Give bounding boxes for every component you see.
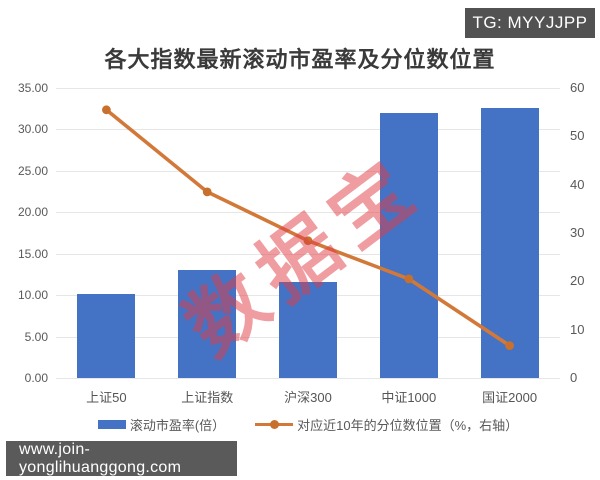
right-axis-tick-0: 0 <box>570 370 578 385</box>
gridline-35.00 <box>56 88 560 89</box>
x-axis-label-上证指数: 上证指数 <box>181 390 234 405</box>
bar-沪深300 <box>279 281 337 378</box>
x-axis-label-沪深300: 沪深300 <box>284 390 332 405</box>
gridline-20.00 <box>56 212 560 214</box>
line-path <box>104 107 512 348</box>
percentile-line-series <box>102 105 514 350</box>
legend: 滚动市盈率(倍） 对应近10年的分位数位置（%，右轴） <box>56 413 560 435</box>
left-axis-tick-20.00: 20.00 <box>17 205 48 220</box>
legend-label-percentile: 对应近10年的分位数位置（%，右轴） <box>297 417 519 433</box>
right-axis-tick-50: 50 <box>570 128 585 144</box>
left-axis-tick-5.00: 5.00 <box>24 329 48 344</box>
right-axis-tick-30: 30 <box>570 225 585 240</box>
bar-上证50 <box>77 294 136 378</box>
left-axis-tick-30.00: 30.00 <box>17 122 48 137</box>
gridline-15.00 <box>56 253 560 255</box>
right-axis-tick-20: 20 <box>570 273 585 289</box>
left-axis-tick-35.00: 35.00 <box>17 81 48 95</box>
legend-line-swatch-icon <box>255 419 294 429</box>
line-marker-国证2000 <box>505 341 514 350</box>
legend-item-percentile: 对应近10年的分位数位置（%，右轴） <box>255 415 518 434</box>
telegram-badge: TG: MYYJJPP <box>465 8 595 38</box>
legend-bar-swatch-icon <box>97 419 126 429</box>
left-axis-tick-0.00: 0.00 <box>24 371 48 385</box>
bar-上证指数 <box>178 270 237 378</box>
website-badge: www.join-yonglihuanggong.com <box>6 441 237 476</box>
right-axis-tick-10: 10 <box>570 321 585 337</box>
x-axis-label-国证2000: 国证2000 <box>482 390 538 405</box>
line-marker-沪深300 <box>303 236 313 246</box>
gridline-0.00 <box>56 378 560 379</box>
gridline-30.00 <box>56 129 560 131</box>
right-axis-tick-40: 40 <box>570 176 585 192</box>
chart-title: 各大指数最新滚动市盈率及分位数位置 <box>104 47 496 72</box>
right-axis-tick-60: 60 <box>570 80 585 95</box>
line-marker-上证指数 <box>202 187 212 197</box>
bar-中证1000 <box>379 112 438 378</box>
legend-label-pe: 滚动市盈率(倍） <box>129 417 226 433</box>
left-axis-tick-15.00: 15.00 <box>17 246 48 261</box>
x-axis-label-上证50: 上证50 <box>86 390 127 405</box>
line-marker-中证1000 <box>404 274 414 284</box>
legend-item-pe: 滚动市盈率(倍） <box>97 415 226 434</box>
gridline-25.00 <box>56 170 560 172</box>
line-marker-上证50 <box>102 105 111 115</box>
left-axis-tick-10.00: 10.00 <box>17 288 48 303</box>
x-axis-label-中证1000: 中证1000 <box>381 390 437 405</box>
left-axis-tick-25.00: 25.00 <box>17 163 48 178</box>
